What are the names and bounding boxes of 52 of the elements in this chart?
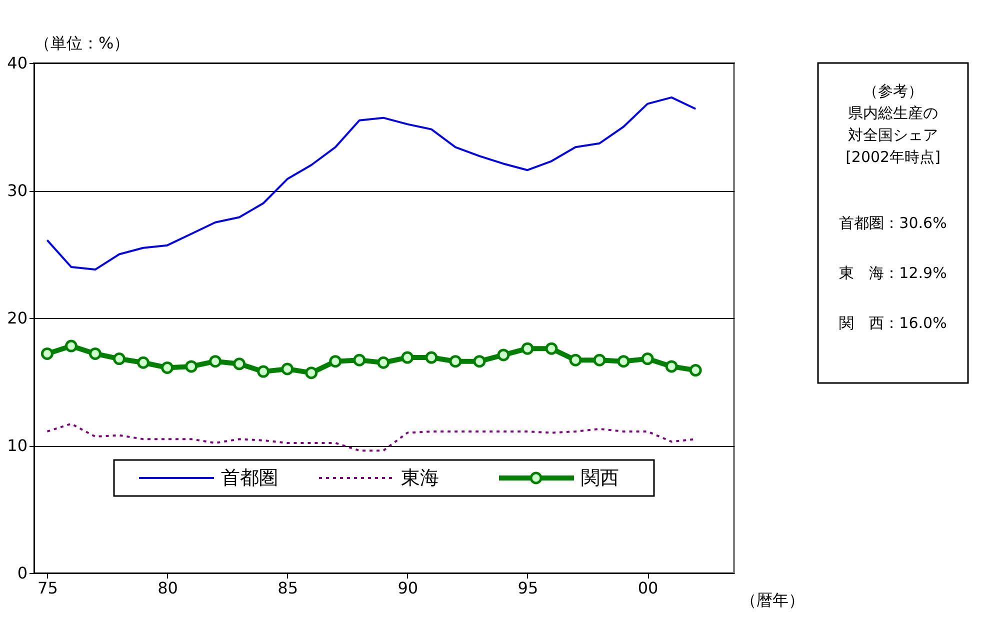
y-tick-label: 30 xyxy=(7,181,28,200)
line-series xyxy=(46,96,697,271)
legend-label: 東海 xyxy=(401,467,439,489)
point xyxy=(545,342,558,355)
point xyxy=(473,355,486,368)
point xyxy=(497,348,510,362)
point xyxy=(233,358,246,370)
point xyxy=(40,347,54,360)
text: [2002年時点] xyxy=(846,148,940,166)
x-axis-title: （暦年） xyxy=(740,590,804,610)
point xyxy=(617,355,630,368)
point xyxy=(377,356,390,369)
point xyxy=(593,354,606,366)
point xyxy=(257,365,270,378)
y-tick-label: 0 xyxy=(17,564,28,582)
point xyxy=(641,352,654,366)
point xyxy=(185,360,198,373)
text: 関 西：16.0% xyxy=(839,314,947,332)
point xyxy=(353,354,366,366)
point xyxy=(281,362,294,376)
legend-label: 関西 xyxy=(581,467,619,489)
text: 東 海：12.9% xyxy=(839,264,947,282)
point xyxy=(88,347,102,360)
y-tick-label: 20 xyxy=(7,308,28,328)
text: （参考） xyxy=(863,82,923,100)
point xyxy=(137,356,150,369)
point xyxy=(521,342,534,355)
point xyxy=(305,366,318,380)
x-tick-label: 90 xyxy=(398,578,418,598)
text: 対全国シェア xyxy=(848,126,938,144)
point xyxy=(113,352,126,366)
point xyxy=(161,361,174,374)
x-tick-label: 95 xyxy=(518,578,538,598)
legend-label: 首都圏 xyxy=(221,467,278,489)
point xyxy=(665,360,678,373)
point xyxy=(209,355,222,368)
y-tick-label: 10 xyxy=(7,436,28,455)
y-axis-title: （単位：%） xyxy=(34,34,130,52)
text: 首都圏：30.6% xyxy=(839,214,947,232)
y-tick-label: 40 xyxy=(7,54,28,72)
point xyxy=(689,364,702,377)
text: 県内総生産の xyxy=(848,104,938,122)
point xyxy=(329,355,342,368)
point xyxy=(425,351,438,364)
x-tick-label: 75 xyxy=(38,578,58,598)
x-tick-label: 85 xyxy=(278,578,298,598)
x-tick-label: 00 xyxy=(638,578,658,598)
point xyxy=(64,340,78,352)
point xyxy=(449,355,462,368)
point xyxy=(401,351,414,364)
x-tick-label: 80 xyxy=(158,578,178,598)
point xyxy=(569,354,582,366)
